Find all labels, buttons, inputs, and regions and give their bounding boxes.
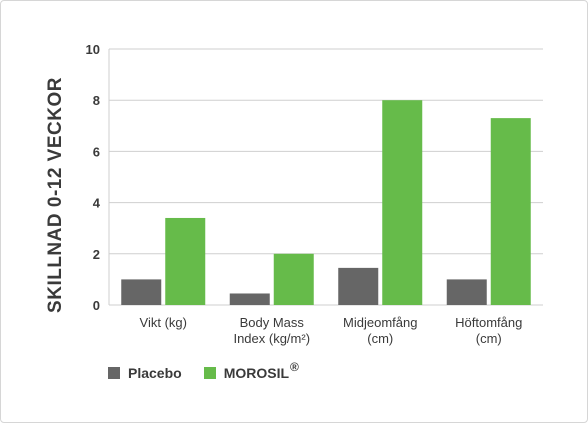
bar-placebo-1 bbox=[229, 293, 270, 305]
registered-mark: ® bbox=[290, 360, 299, 374]
x-category-label: Body Mass bbox=[240, 315, 305, 330]
y-tick-label: 6 bbox=[93, 144, 100, 159]
bar-placebo-0 bbox=[121, 279, 162, 305]
legend-swatch-placebo bbox=[108, 367, 120, 379]
legend: Placebo MOROSIL ® bbox=[108, 360, 321, 385]
bar-morosil-1 bbox=[273, 253, 314, 305]
legend-label-placebo: Placebo bbox=[128, 365, 182, 381]
bar-morosil-0 bbox=[165, 217, 206, 305]
legend-swatch-morosil bbox=[203, 367, 216, 379]
x-category-label: Vikt (kg) bbox=[140, 315, 187, 330]
bar-morosil-2 bbox=[382, 100, 423, 305]
bars bbox=[121, 100, 531, 306]
y-tick-label: 0 bbox=[93, 298, 100, 313]
bar-placebo-3 bbox=[446, 279, 487, 305]
y-tick-label: 2 bbox=[93, 247, 100, 262]
y-tick-label: 8 bbox=[93, 93, 100, 108]
legend-item-placebo: Placebo bbox=[108, 365, 182, 381]
y-tick-label: 10 bbox=[86, 42, 100, 57]
y-tick-label: 4 bbox=[93, 196, 101, 211]
x-category-label: Midjeomfång bbox=[343, 315, 417, 330]
bar-placebo-2 bbox=[338, 267, 379, 305]
x-category-label: (cm) bbox=[367, 331, 393, 346]
x-category-label: (cm) bbox=[476, 331, 502, 346]
y-axis-label: SKILLNAD 0-12 VECKOR bbox=[45, 77, 66, 313]
x-category-label: Höftomfång bbox=[455, 315, 522, 330]
legend-label-morosil: MOROSIL bbox=[223, 365, 290, 381]
x-category-label: Index (kg/m²) bbox=[233, 331, 310, 346]
y-tick-labels: 0 2 4 6 8 10 bbox=[86, 42, 101, 313]
legend-item-morosil: MOROSIL ® bbox=[203, 360, 299, 381]
bar-morosil-3 bbox=[490, 118, 531, 306]
